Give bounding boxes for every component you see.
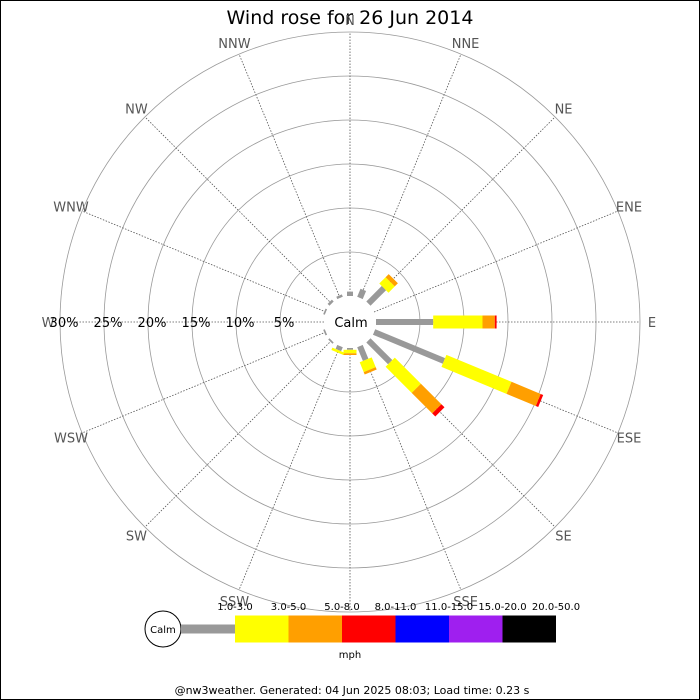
bar-ese-5-0-8-0: [506, 381, 541, 406]
direction-label-nnw: NNW: [218, 37, 250, 52]
spoke-nnw: [238, 53, 341, 299]
bar-sw-1-0-3-0: [328, 338, 334, 344]
bar-wsw-1-0-3-0: [323, 329, 328, 336]
legend-swatch-8-0-11-0: [342, 615, 396, 643]
bar-s-5-0-8-0: [343, 353, 357, 355]
bar-ese-8-0-11-0: [535, 394, 544, 407]
spoke-se: [368, 340, 556, 528]
bar-sse-1-0-3-0: [357, 344, 369, 361]
spoke-sse: [359, 345, 462, 591]
ring-label-15: 15%: [182, 316, 211, 331]
spoke-nw: [144, 116, 332, 304]
bars-group: [323, 274, 544, 417]
legend-calm-label: Calm: [150, 625, 176, 636]
spoke-wsw: [81, 331, 327, 434]
bar-se-1-0-3-0: [366, 338, 393, 365]
legend-label-3-0-5-0: 3.0-5.0: [271, 602, 306, 613]
legend-swatch-20-0-50-0: [502, 615, 556, 643]
direction-label-e: E: [648, 316, 656, 331]
legend-label-20-0-50-0: 20.0-50.0: [532, 602, 580, 613]
bar-sse-5-0-8-0: [363, 367, 377, 375]
bar-n-1-0-3-0: [347, 291, 353, 296]
direction-label-wnw: WNW: [53, 200, 89, 215]
legend-label-8-0-11-0: 8.0-11.0: [375, 602, 417, 613]
direction-labels-group: NNNENEENEEESESESSESSSWSWWSWWWNWNWNNW: [42, 14, 657, 633]
direction-label-se: SE: [555, 530, 571, 545]
direction-label-nne: NNE: [452, 37, 480, 52]
legend-label-15-0-20-0: 15.0-20.0: [478, 602, 526, 613]
bar-ne-3-0-5-0: [379, 277, 395, 293]
spoke-sw: [144, 340, 332, 528]
ring-label-5: 5%: [274, 316, 295, 331]
legend-swatch-15-0-20-0: [449, 615, 503, 643]
legend-label-5-0-8-0: 5.0-8.0: [324, 602, 359, 613]
bar-ne-1-0-3-0: [366, 285, 387, 306]
bar-s-3-0-5-0: [343, 349, 357, 354]
bar-se-3-0-5-0: [385, 357, 421, 393]
bar-ssw-1-0-3-0: [335, 344, 343, 352]
legend-swatch-5-0-8-0: [288, 615, 342, 643]
direction-label-sw: SW: [126, 530, 147, 545]
spoke-nne: [359, 53, 462, 299]
ring-labels-group: 5% 10% 15% 20% 25% 30%: [50, 316, 295, 331]
ring-label-10: 10%: [226, 316, 255, 331]
ring-20: [147, 119, 553, 525]
bar-e-3-0-5-0: [433, 315, 483, 329]
bar-e-5-0-8-0: [482, 315, 495, 329]
direction-label-ne: NE: [555, 102, 573, 117]
bar-ssw-3-0-5-0: [331, 347, 345, 355]
ring-label-25: 25%: [94, 316, 123, 331]
direction-label-sse: SSE: [453, 595, 478, 610]
bar-e-1-0-3-0: [376, 319, 434, 325]
footer-text: @nw3weather. Generated: 04 Jun 2025 08:0…: [175, 684, 530, 697]
direction-label-ssw: SSW: [220, 595, 250, 610]
ring-30: [59, 31, 641, 613]
spoke-ssw: [238, 345, 341, 591]
bar-e-8-0-11-0: [494, 315, 497, 329]
direction-label-n: N: [345, 14, 355, 29]
direction-label-ese: ESE: [617, 432, 642, 447]
legend-swatch-11-0-15-0: [395, 615, 449, 643]
legend-swatch-1-0-3-0: [181, 624, 235, 634]
bar-s-1-0-3-0: [347, 348, 353, 350]
chart-title: Wind rose for 26 Jun 2014: [227, 7, 474, 29]
legend-label-1-0-3-0: 1.0-3.0: [217, 602, 252, 613]
legend-swatch-3-0-5-0: [235, 615, 289, 643]
bar-se-5-0-8-0: [411, 383, 442, 414]
legend: Calm 1.0-3.0 3.0-5.0 5.0-8.0 8.0-11.0 11.0-1…: [144, 602, 580, 648]
bar-nne-1-0-3-0: [357, 288, 367, 300]
ring-label-20: 20%: [138, 316, 167, 331]
bar-ese-1-0-3-0: [372, 329, 446, 364]
legend-unit-label: mph: [339, 650, 361, 661]
bar-nnw-1-0-3-0: [336, 294, 343, 300]
direction-label-nw: NW: [125, 102, 148, 117]
ring-label-30: 30%: [50, 316, 79, 331]
legend-label-11-0-15-0: 11.0-15.0: [425, 602, 473, 613]
bar-sse-3-0-5-0: [359, 357, 376, 373]
spokes-group: [60, 32, 640, 612]
direction-label-wsw: WSW: [54, 432, 88, 447]
spoke-wnw: [81, 210, 327, 313]
bar-wnw-1-0-3-0: [323, 308, 328, 315]
direction-label-ene: ENE: [616, 200, 642, 215]
calm-label: Calm: [334, 316, 367, 331]
spoke-ene: [373, 210, 619, 313]
calm-circle: [324, 296, 376, 348]
bar-ese-3-0-5-0: [441, 354, 512, 394]
bar-se-8-0-11-0: [432, 404, 445, 417]
bar-ne-5-0-8-0: [385, 274, 398, 287]
bar-nw-1-0-3-0: [327, 299, 334, 306]
direction-label-w: W: [42, 316, 55, 331]
spoke-ne: [368, 116, 556, 304]
